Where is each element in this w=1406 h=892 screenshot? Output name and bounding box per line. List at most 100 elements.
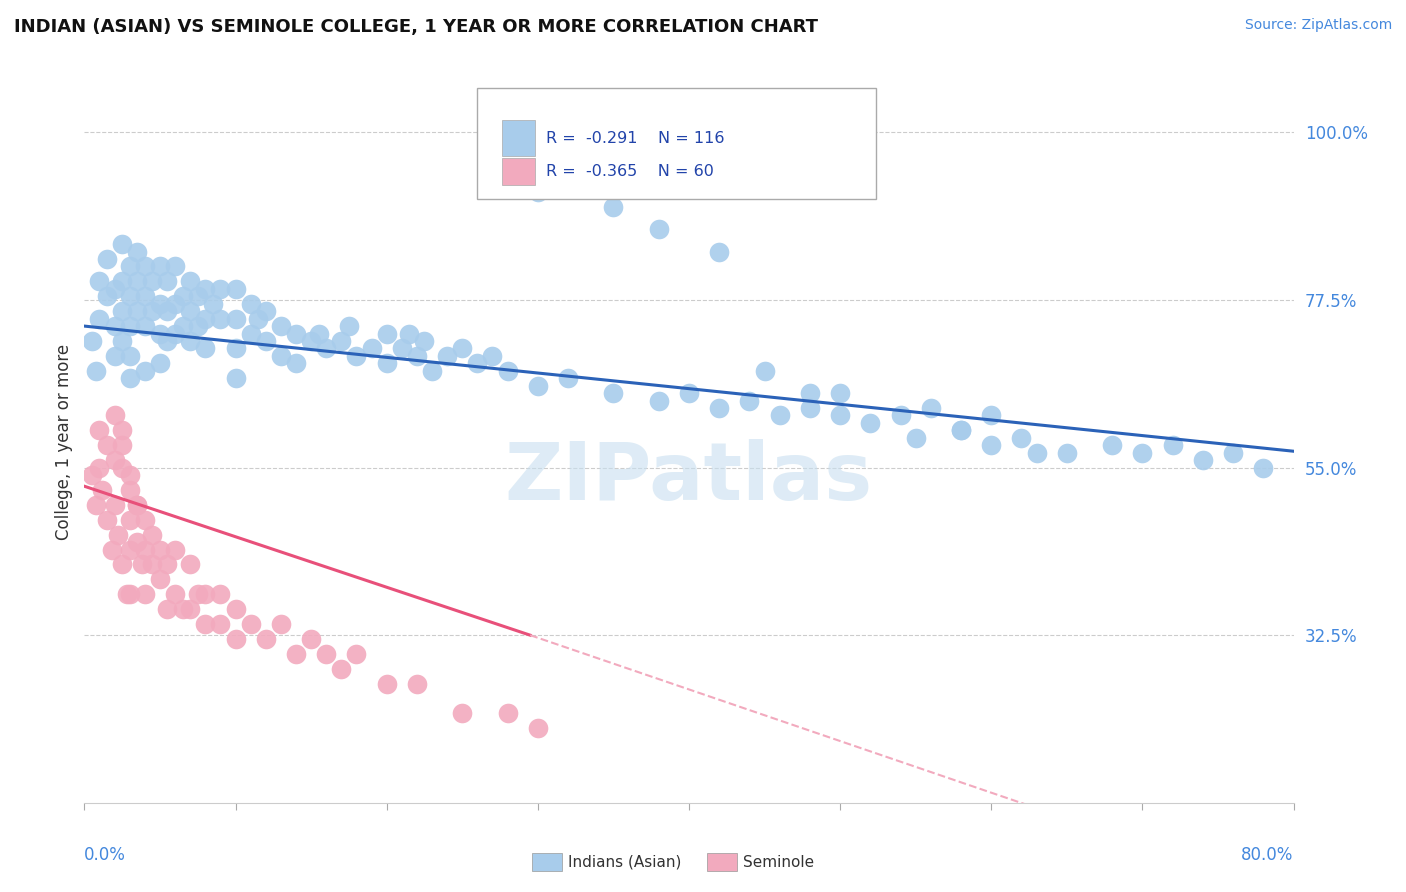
Point (156, 602, 179, 616)
Point (118, 371, 141, 385)
Point (239, 326, 262, 341)
Point (187, 319, 209, 334)
Point (179, 334, 201, 348)
Point (149, 572, 172, 586)
Text: R =  -0.365    N = 60: R = -0.365 N = 60 (547, 164, 714, 178)
Point (225, 342, 247, 356)
Point (86, 498, 108, 512)
Point (89, 274, 111, 288)
Point (111, 334, 134, 348)
Point (315, 647, 337, 661)
Point (89, 423, 111, 437)
Point (134, 260, 156, 274)
Point (165, 297, 187, 311)
Text: ZIPatlas: ZIPatlas (505, 439, 873, 516)
Point (254, 632, 277, 646)
Point (602, 200, 624, 214)
Point (80, 334, 103, 348)
Point (270, 349, 292, 363)
Point (172, 602, 194, 616)
Point (127, 535, 149, 549)
Point (179, 274, 201, 288)
Point (830, 409, 852, 423)
Point (141, 274, 163, 288)
Point (436, 349, 458, 363)
Point (118, 468, 141, 483)
Point (209, 311, 232, 326)
Point (80, 468, 103, 483)
Point (127, 274, 149, 288)
Point (96, 289, 118, 303)
Point (111, 237, 134, 252)
Point (201, 297, 224, 311)
Point (270, 617, 292, 632)
Point (451, 342, 474, 356)
Point (247, 311, 270, 326)
Point (980, 438, 1002, 452)
Point (179, 304, 201, 318)
Point (496, 364, 519, 378)
Point (709, 244, 731, 259)
Point (225, 602, 247, 616)
Point (375, 676, 398, 690)
Point (131, 558, 153, 572)
Point (337, 319, 360, 334)
Point (194, 617, 217, 632)
Point (950, 423, 973, 437)
Point (225, 632, 247, 646)
Text: 80.0%: 80.0% (1241, 847, 1294, 864)
Point (360, 342, 382, 356)
Point (111, 558, 134, 572)
Y-axis label: College, 1 year or more: College, 1 year or more (55, 343, 73, 540)
Point (285, 356, 308, 370)
Point (187, 289, 209, 303)
Point (86, 364, 108, 378)
Point (285, 326, 308, 341)
Point (1025, 446, 1047, 460)
Point (830, 386, 852, 401)
FancyBboxPatch shape (502, 120, 536, 156)
Point (299, 632, 322, 646)
Point (209, 617, 232, 632)
Point (134, 289, 156, 303)
Point (1056, 446, 1078, 460)
Point (111, 304, 134, 318)
Point (134, 513, 156, 527)
Point (134, 319, 156, 334)
Point (890, 409, 912, 423)
Point (398, 326, 420, 341)
Point (187, 587, 209, 601)
Point (141, 527, 163, 541)
Point (920, 401, 942, 415)
Point (118, 513, 141, 527)
Point (285, 647, 308, 661)
Point (467, 356, 489, 370)
Point (149, 260, 172, 274)
Point (107, 527, 129, 541)
Point (375, 326, 398, 341)
Point (738, 393, 761, 408)
Point (330, 334, 353, 348)
Point (1253, 460, 1275, 475)
Point (96, 252, 118, 266)
Point (527, 185, 550, 199)
Point (648, 393, 671, 408)
Point (557, 371, 579, 385)
Text: INDIAN (ASIAN) VS SEMINOLE COLLEGE, 1 YEAR OR MORE CORRELATION CHART: INDIAN (ASIAN) VS SEMINOLE COLLEGE, 1 YE… (14, 18, 818, 36)
Point (420, 364, 443, 378)
Text: R =  -0.291    N = 116: R = -0.291 N = 116 (547, 130, 724, 145)
Point (391, 342, 413, 356)
Point (141, 558, 163, 572)
Point (799, 386, 821, 401)
Point (330, 662, 353, 676)
Point (165, 587, 187, 601)
Point (104, 282, 127, 296)
Point (118, 319, 141, 334)
Point (709, 401, 731, 415)
Point (89, 311, 111, 326)
Point (111, 274, 134, 288)
Point (194, 282, 217, 296)
Text: Seminole: Seminole (744, 855, 814, 870)
Point (149, 297, 172, 311)
Point (406, 349, 429, 363)
